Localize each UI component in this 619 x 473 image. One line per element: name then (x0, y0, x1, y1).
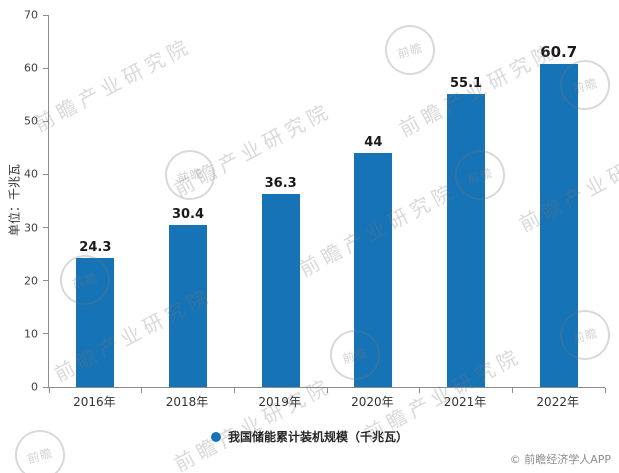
y-tick-label: 70 (24, 8, 38, 22)
y-axis: 0 10 20 30 40 50 60 70 (0, 10, 44, 393)
y-axis-tick (43, 67, 48, 69)
x-tick-label: 2018年 (165, 395, 209, 409)
bar (169, 225, 207, 387)
y-tick-label: 20 (24, 274, 38, 288)
legend-label: 我国储能累计装机规模（千兆瓦） (227, 430, 408, 444)
y-axis-tick (43, 227, 48, 229)
x-tick-label: 2019年 (258, 395, 301, 409)
bar-slot: 60.7 (512, 15, 605, 387)
bar-value-label: 60.7 (540, 43, 578, 62)
bar-value-label: 36.3 (264, 176, 297, 192)
bar-slot: 24.3 (49, 15, 142, 387)
y-axis-tick (43, 120, 48, 122)
y-tick-label: 50 (24, 114, 38, 128)
y-axis-tick (43, 333, 48, 335)
bar-slot: 30.4 (142, 15, 235, 387)
legend-marker-icon (210, 431, 221, 442)
bar-slot: 36.3 (234, 15, 327, 387)
x-axis-tick (419, 388, 421, 393)
y-axis-tick (43, 173, 48, 175)
y-axis-tick (43, 386, 48, 388)
y-tick-label: 30 (24, 221, 38, 235)
x-axis-tick (511, 388, 513, 393)
copyright-text: © 前瞻经济学人APP (509, 453, 611, 466)
y-tick-label: 60 (24, 61, 38, 75)
bar-value-label: 30.4 (171, 207, 205, 223)
y-tick-label: 0 (31, 380, 38, 394)
plot-area: 24.3 30.4 36.3 44 55.1 60.7 (43, 14, 606, 393)
bar-value-label: 55.1 (449, 76, 483, 92)
x-tick-label: 2016年 (73, 395, 116, 409)
x-tick-label: 2022年 (536, 395, 579, 409)
bar (539, 64, 578, 387)
bar (354, 153, 393, 387)
x-axis-tick (326, 388, 328, 393)
bar-value-label: 24.3 (79, 239, 112, 255)
bar (76, 257, 115, 387)
bar-value-label: 44 (364, 135, 383, 151)
bar-slot: 55.1 (420, 15, 513, 387)
x-tick-label: 2021年 (443, 395, 487, 409)
bar-slot-row: 24.3 30.4 36.3 44 55.1 60.7 (49, 15, 605, 387)
x-axis-tick (48, 388, 50, 393)
y-axis-tick (43, 14, 48, 16)
legend: 我国储能累计装机规模（千兆瓦） (0, 428, 619, 445)
bar (261, 194, 300, 387)
x-axis-tick (233, 388, 235, 393)
x-axis-labels: 2016年 2018年 2019年 2020年 2021年 2022年 (48, 393, 604, 410)
y-tick-label: 10 (24, 327, 38, 341)
bar (447, 94, 486, 387)
x-axis-tick (604, 388, 606, 393)
y-axis-tick (43, 280, 48, 282)
y-tick-label: 40 (24, 167, 38, 181)
x-tick-label: 2020年 (351, 395, 394, 409)
x-axis-tick (141, 388, 143, 393)
bar-slot: 44 (327, 15, 420, 387)
